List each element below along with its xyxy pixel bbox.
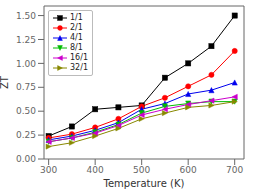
html-text:16/1: 16/1 <box>70 53 88 62</box>
svg-text:400: 400 <box>87 165 104 175</box>
html-text:2/1: 2/1 <box>70 23 83 32</box>
svg-text:1.25: 1.25 <box>16 35 36 45</box>
svg-text:500: 500 <box>133 165 150 175</box>
html-text:1/1: 1/1 <box>70 13 83 22</box>
svg-text:0.75: 0.75 <box>16 82 36 92</box>
svg-text:300: 300 <box>40 165 57 175</box>
svg-text:600: 600 <box>180 165 197 175</box>
svg-text:1.50: 1.50 <box>16 11 36 21</box>
svg-text:0.00: 0.00 <box>16 154 36 164</box>
svg-text:ZT: ZT <box>8 75 10 89</box>
svg-text:Temperature (K): Temperature (K) <box>103 178 185 189</box>
html-text:8/1: 8/1 <box>70 43 83 52</box>
svg-text:1.00: 1.00 <box>16 59 36 69</box>
html-text:4/1: 4/1 <box>70 33 83 42</box>
svg-text:0.50: 0.50 <box>16 106 36 116</box>
svg-text:0.25: 0.25 <box>16 130 36 140</box>
html-text:32/1: 32/1 <box>70 63 88 72</box>
svg-text:700: 700 <box>226 165 243 175</box>
